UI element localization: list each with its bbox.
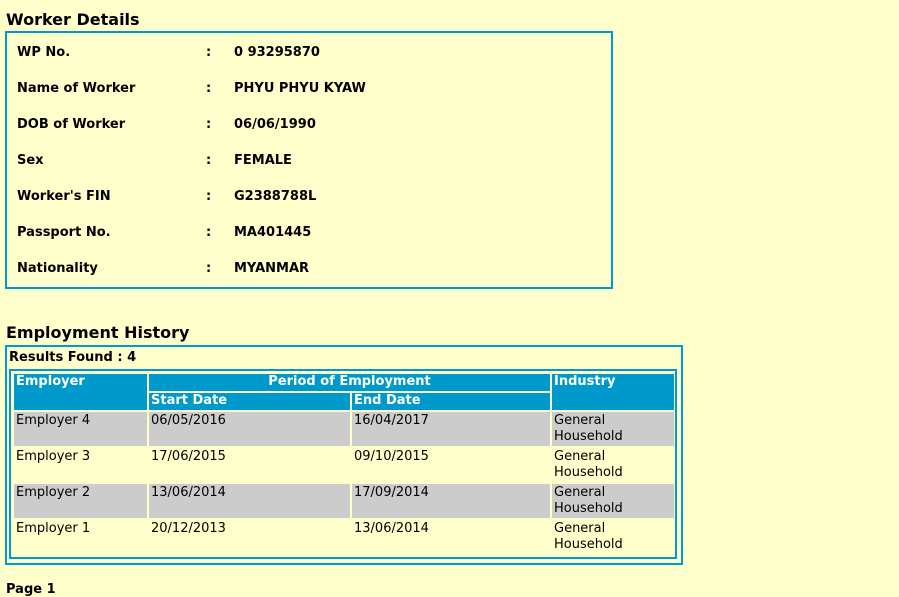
table-row: Employer 1 20/12/2013 13/06/2014 General Ho… <box>14 520 674 554</box>
field-value: 0 93295870 <box>234 45 320 60</box>
cell-industry: General Household <box>554 449 623 480</box>
cell-industry: General Household <box>552 412 674 446</box>
worker-details-box: WP No.: 0 93295870 Name of Worker: PHYU PHY… <box>5 31 613 289</box>
worker-details-title: Worker Details <box>6 10 140 29</box>
cell-end: 16/04/2017 <box>352 412 550 446</box>
cell-start: 20/12/2013 <box>151 521 226 536</box>
cell-end: 09/10/2015 <box>354 449 429 464</box>
field-value: PHYU PHYU KYAW <box>234 81 366 96</box>
cell-employer: Employer 1 <box>16 521 91 536</box>
table-row: Employer 4 06/05/2016 16/04/2017 General Ho… <box>14 412 674 446</box>
table-wrapper: Employer Period of Employment Industry S… <box>9 369 677 559</box>
field-separator: : <box>206 117 212 132</box>
header-employer: Employer <box>14 374 147 410</box>
field-separator: : <box>206 153 212 168</box>
table-row: Employer 2 13/06/2014 17/09/2014 General Ho… <box>14 484 674 518</box>
cell-end: 17/09/2014 <box>352 484 550 518</box>
cell-industry: General Household <box>552 484 674 518</box>
field-value: FEMALE <box>234 153 292 168</box>
field-separator: : <box>206 45 212 60</box>
header-start-date: Start Date <box>149 393 350 410</box>
field-value: MA401445 <box>234 225 312 240</box>
field-label: Nationality <box>17 261 98 276</box>
cell-start: 17/06/2015 <box>151 449 226 464</box>
field-label: Passport No. <box>17 225 111 240</box>
cell-employer: Employer 2 <box>14 484 147 518</box>
table-row: Employer 3 17/06/2015 09/10/2015 General Ho… <box>14 448 674 482</box>
field-label: DOB of Worker <box>17 117 126 132</box>
field-value: MYANMAR <box>234 261 310 276</box>
header-end-date: End Date <box>352 393 550 410</box>
field-separator: : <box>206 261 212 276</box>
cell-industry: General Household <box>554 521 623 552</box>
field-value: 06/06/1990 <box>234 117 316 132</box>
results-found: Results Found : 4 <box>9 350 137 365</box>
header-period: Period of Employment <box>149 374 550 391</box>
employment-history-title: Employment History <box>6 323 190 342</box>
cell-start: 13/06/2014 <box>149 484 350 518</box>
employment-table: Employer Period of Employment Industry S… <box>12 372 676 556</box>
cell-employer: Employer 3 <box>16 449 91 464</box>
field-value: G2388788L <box>234 189 317 204</box>
field-label: Name of Worker <box>17 81 136 96</box>
cell-employer: Employer 4 <box>14 412 147 446</box>
field-label: WP No. <box>17 45 71 60</box>
header-industry: Industry <box>552 374 674 410</box>
employment-history-box: Results Found : 4 Employer Period of Emp… <box>5 345 683 565</box>
cell-start: 06/05/2016 <box>149 412 350 446</box>
field-separator: : <box>206 225 212 240</box>
field-separator: : <box>206 189 212 204</box>
field-label: Sex <box>17 153 44 168</box>
field-separator: : <box>206 81 212 96</box>
cell-end: 13/06/2014 <box>354 521 429 536</box>
field-label: Worker's FIN <box>17 189 111 204</box>
